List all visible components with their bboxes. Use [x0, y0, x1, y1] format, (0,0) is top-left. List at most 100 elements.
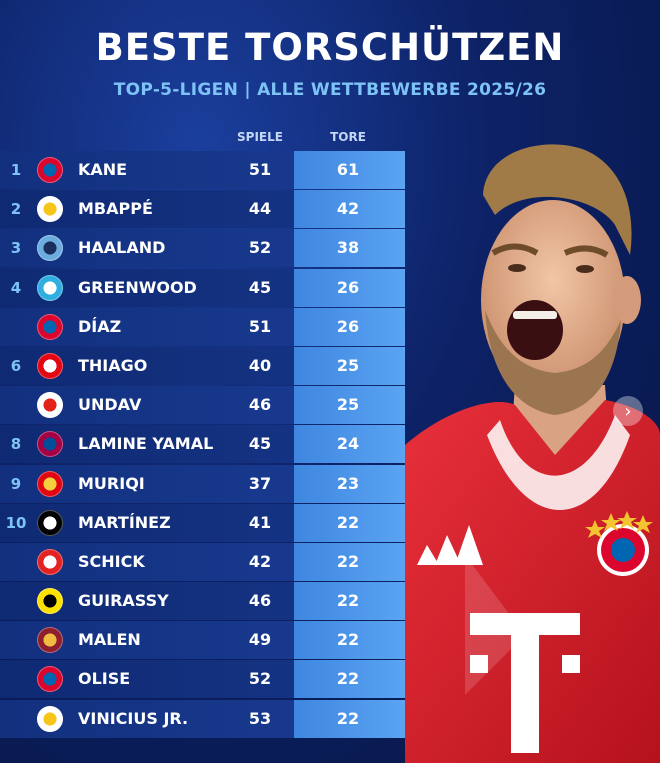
player-games: 49	[248, 630, 272, 650]
player-games: 51	[248, 160, 272, 179]
player-goals: 25	[336, 395, 360, 415]
player-name: GREENWOOD	[78, 277, 197, 297]
player-games: 37	[248, 473, 272, 493]
player-name: UNDAV	[78, 395, 142, 415]
table-row: 8 LAMINE YAMAL 45 24	[0, 425, 405, 464]
table-row: 1 KANE 51 61	[0, 151, 405, 189]
goals-cell-highlight	[294, 582, 405, 621]
player-games: 42	[248, 551, 272, 571]
real-madrid-crest-icon	[37, 196, 63, 223]
player-goals: 22	[336, 630, 360, 650]
goals-cell-highlight	[294, 464, 405, 503]
goals-cell-highlight	[294, 386, 405, 425]
player-goals: 26	[336, 316, 360, 336]
goals-cell-highlight	[294, 346, 405, 385]
goals-cell-highlight	[294, 699, 405, 738]
goals-cell-highlight	[294, 268, 405, 307]
player-games: 53	[248, 708, 272, 728]
player-rank: 2	[10, 200, 22, 219]
bayern-crest-icon	[37, 666, 63, 693]
brentford-crest-icon	[37, 352, 63, 379]
goals-cell-highlight	[294, 503, 405, 542]
goals-cell-highlight	[294, 229, 405, 268]
player-name: SCHICK	[78, 551, 145, 571]
player-goals: 22	[336, 591, 360, 611]
player-name: GUIRASSY	[78, 591, 169, 611]
goals-cell-highlight	[294, 621, 405, 660]
table-row: DÍAZ 51 26	[0, 307, 405, 346]
player-name: DÍAZ	[78, 316, 122, 336]
table-row: 6 THIAGO 40 25	[0, 346, 405, 385]
page-title: BESTE TORSCHÜTZEN	[95, 26, 565, 69]
roma-crest-icon	[37, 627, 63, 654]
player-name: MURIQI	[78, 473, 145, 493]
player-games: 52	[248, 238, 272, 258]
goals-cell-highlight	[294, 307, 405, 346]
table-row: 10 MARTÍNEZ 41 22	[0, 503, 405, 542]
bayern-crest-icon	[37, 313, 63, 340]
player-games: 41	[248, 512, 272, 532]
player-goals: 61	[336, 160, 360, 179]
player-rank: 1	[10, 161, 22, 179]
inter-crest-icon	[37, 509, 63, 536]
player-rank: 9	[10, 474, 22, 493]
player-rank: 4	[10, 278, 22, 297]
player-goals: 26	[336, 277, 360, 297]
player-goals: 22	[336, 669, 360, 689]
player-rank: 6	[10, 356, 22, 375]
table-row: 9 MURIQI 37 23	[0, 464, 405, 503]
column-header-games: SPIELE	[237, 130, 283, 144]
carousel-next-button[interactable]: ›	[613, 396, 643, 426]
goals-cell-highlight	[294, 542, 405, 581]
player-goals: 42	[336, 199, 360, 219]
player-games: 51	[248, 316, 272, 336]
player-games: 44	[248, 199, 272, 219]
player-goals: 24	[336, 434, 360, 454]
column-header-goals: TORE	[330, 130, 366, 144]
player-name: KANE	[78, 160, 128, 179]
page-subtitle: TOP-5-LIGEN | ALLE WETTBEWERBE 2025/26	[113, 80, 547, 100]
player-name: THIAGO	[78, 355, 148, 375]
player-goals: 22	[336, 512, 360, 532]
player-goals: 38	[336, 238, 360, 258]
player-rank: 3	[10, 239, 22, 258]
player-games: 45	[248, 277, 272, 297]
real-madrid-crest-icon	[37, 705, 63, 732]
player-name: VINICIUS JR.	[78, 708, 189, 728]
dortmund-crest-icon	[37, 588, 63, 615]
leverkusen-crest-icon	[37, 548, 63, 575]
player-name: HAALAND	[78, 238, 166, 258]
player-rank: 8	[10, 435, 22, 454]
player-name: MBAPPÉ	[78, 199, 153, 219]
barcelona-crest-icon	[37, 431, 63, 458]
goals-cell-highlight	[294, 660, 405, 699]
player-games: 52	[248, 669, 272, 689]
player-name: MARTÍNEZ	[78, 512, 171, 532]
table-row: MALEN 49 22	[0, 621, 405, 660]
player-games: 46	[248, 395, 272, 415]
mallorca-crest-icon	[37, 470, 63, 497]
goals-cell-highlight	[294, 425, 405, 464]
player-rank: 10	[5, 513, 27, 532]
player-games: 45	[248, 434, 272, 454]
player-name: MALEN	[78, 630, 141, 650]
table-row: VINICIUS JR. 53 22	[0, 699, 405, 738]
scorers-table: 1 KANE 51 61 2 MBAPPÉ 44 42 3 HAALAND 52 38 4 GREENWO…	[0, 151, 405, 739]
bayern-crest-icon	[37, 157, 63, 183]
man-city-crest-icon	[37, 235, 63, 262]
table-row: UNDAV 46 25	[0, 386, 405, 425]
table-row: OLISE 52 22	[0, 660, 405, 699]
stuttgart-crest-icon	[37, 392, 63, 419]
table-row: 3 HAALAND 52 38	[0, 229, 405, 268]
player-photo-icon	[405, 144, 660, 763]
goals-cell-highlight	[294, 151, 405, 189]
table-row: 4 GREENWOOD 45 26	[0, 268, 405, 307]
player-goals: 22	[336, 708, 360, 728]
table-row: SCHICK 42 22	[0, 542, 405, 581]
player-games: 40	[248, 355, 272, 375]
player-name: OLISE	[78, 669, 131, 689]
table-row: 2 MBAPPÉ 44 42	[0, 190, 405, 229]
player-goals: 25	[336, 355, 360, 375]
goals-cell-highlight	[294, 190, 405, 229]
marseille-crest-icon	[37, 274, 63, 301]
